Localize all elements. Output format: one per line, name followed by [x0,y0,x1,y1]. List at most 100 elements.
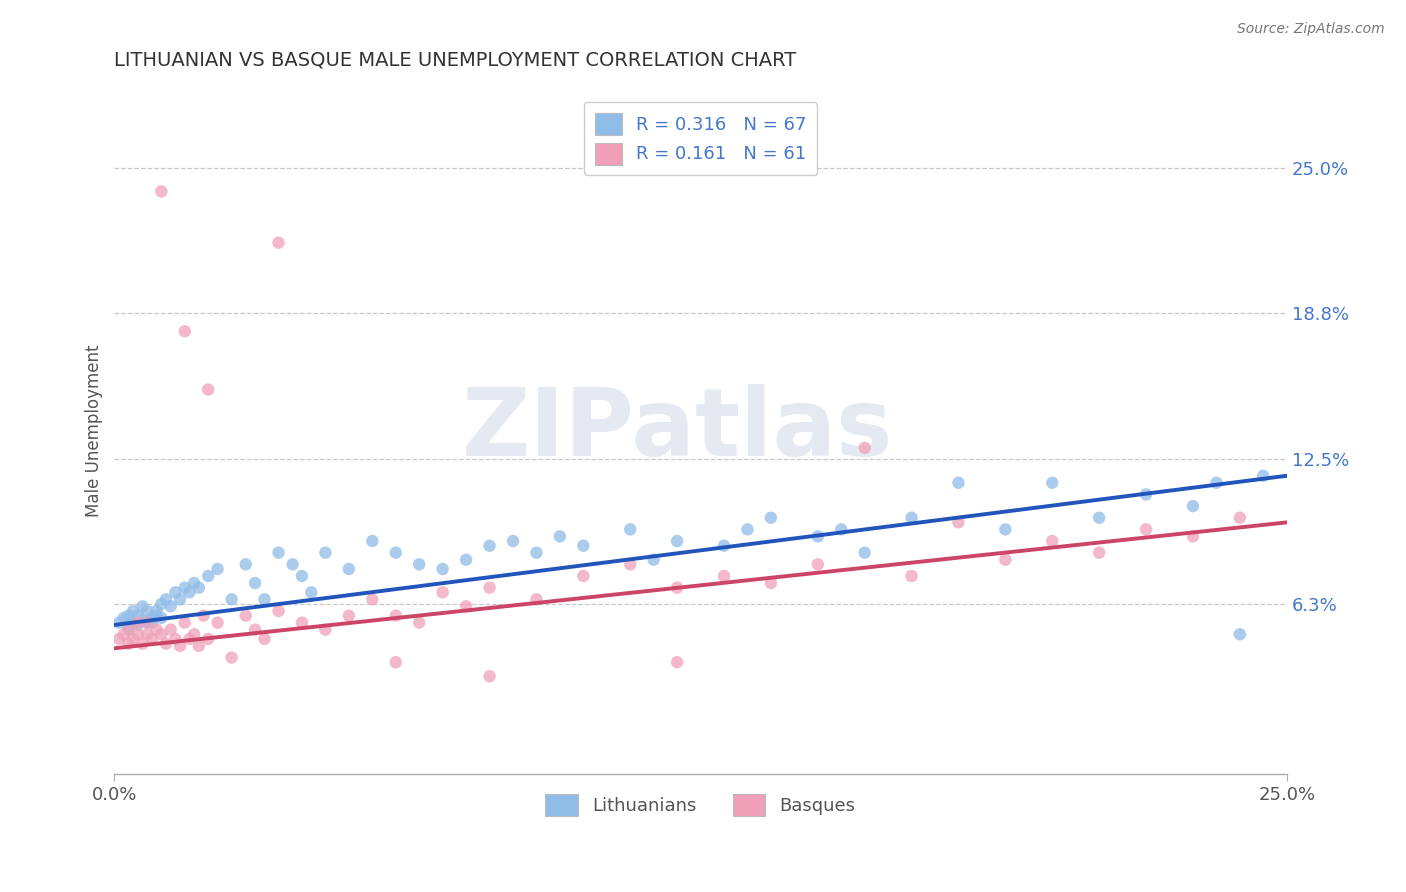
Point [737,522,759,536]
Point [183,576,205,591]
Point [145,608,167,623]
Point [117,637,139,651]
Point [197,632,219,646]
Point [267,235,290,250]
Point [127,618,149,632]
Point [314,623,336,637]
Point [456,599,478,614]
Point [1088,510,1111,524]
Point [117,620,139,634]
Point [337,562,360,576]
Point [150,185,173,199]
Point [384,655,406,669]
Point [165,585,187,599]
Point [291,569,314,583]
Point [108,632,131,646]
Point [122,632,145,646]
Point [830,522,852,536]
Point [145,623,167,637]
Point [117,608,139,623]
Point [994,552,1017,566]
Point [853,546,876,560]
Point [127,608,149,623]
Point [713,569,735,583]
Point [179,585,201,599]
Point [136,615,159,630]
Text: LITHUANIAN VS BASQUE MALE UNEMPLOYMENT CORRELATION CHART: LITHUANIAN VS BASQUE MALE UNEMPLOYMENT C… [114,51,797,70]
Point [221,650,243,665]
Point [281,558,304,572]
Point [408,615,430,630]
Point [169,639,191,653]
Point [127,627,149,641]
Point [165,632,187,646]
Point [150,597,173,611]
Point [179,632,201,646]
Point [235,608,257,623]
Point [267,604,290,618]
Point [299,585,322,599]
Point [243,576,266,591]
Point [131,637,153,651]
Point [900,569,922,583]
Point [1040,475,1063,490]
Point [169,592,191,607]
Point [1205,475,1227,490]
Point [131,599,153,614]
Point [221,592,243,607]
Point [1135,522,1157,536]
Point [267,546,290,560]
Text: ZIPatlas: ZIPatlas [461,384,893,476]
Point [526,546,548,560]
Point [1181,499,1204,513]
Point [183,627,205,641]
Point [112,627,135,641]
Point [141,615,163,630]
Point [666,581,689,595]
Point [361,592,384,607]
Point [117,623,139,637]
Point [136,627,159,641]
Point [197,383,219,397]
Point [122,615,145,630]
Point [108,615,131,630]
Point [136,615,159,630]
Point [478,539,501,553]
Point [141,611,163,625]
Point [131,613,153,627]
Point [948,475,970,490]
Point [432,585,454,599]
Point [173,324,195,338]
Point [145,604,167,618]
Point [235,558,257,572]
Legend: Lithuanians, Basques: Lithuanians, Basques [538,787,863,823]
Point [1229,627,1251,641]
Point [432,562,454,576]
Point [456,552,478,566]
Point [548,529,571,543]
Point [1088,546,1111,560]
Point [173,581,195,595]
Point [900,510,922,524]
Point [759,510,782,524]
Point [713,539,735,553]
Point [948,516,970,530]
Point [759,576,782,591]
Point [1135,487,1157,501]
Point [173,615,195,630]
Point [1181,529,1204,543]
Point [243,623,266,637]
Point [155,592,177,607]
Point [253,592,276,607]
Point [807,529,830,543]
Point [127,615,149,630]
Point [526,592,548,607]
Point [572,539,595,553]
Point [136,604,159,618]
Point [193,608,215,623]
Point [207,562,229,576]
Point [478,581,501,595]
Point [384,546,406,560]
Point [112,611,135,625]
Point [291,615,314,630]
